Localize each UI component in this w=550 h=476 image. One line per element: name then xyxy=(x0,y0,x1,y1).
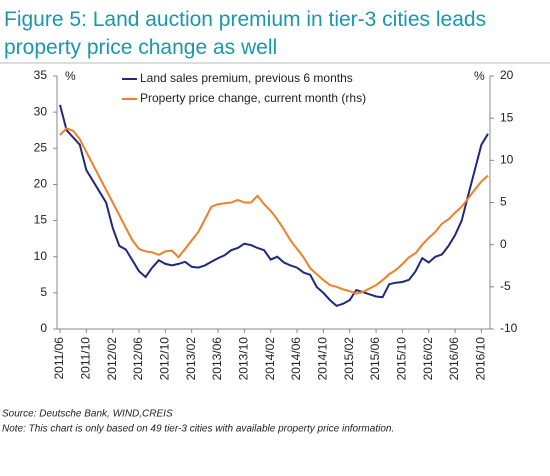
x-tick-label: 2011/06 xyxy=(52,337,66,380)
x-tick-label: 2012/10 xyxy=(158,337,172,381)
y-tick-label: 5 xyxy=(40,285,47,299)
x-tick-label: 2013/02 xyxy=(184,337,198,381)
y-tick-label: 15 xyxy=(34,213,48,227)
note: Note: This chart is only based on 49 tie… xyxy=(2,424,394,435)
y-tick-label: 20 xyxy=(34,177,48,191)
x-tick-label: 2011/10 xyxy=(79,337,93,380)
y2-tick-label: 0 xyxy=(500,237,507,251)
x-tick-label: 2016/02 xyxy=(421,337,435,381)
source: Source: Deutsche Bank, WIND,CREIS xyxy=(2,409,173,420)
series-line xyxy=(59,127,489,295)
series-line xyxy=(59,104,489,308)
y2-tick-label: 10 xyxy=(500,153,514,167)
y2-unit: % xyxy=(474,69,485,83)
x-tick-label: 2014/06 xyxy=(289,337,303,381)
chart-title: property price change as well xyxy=(4,36,277,59)
x-tick-label: 2015/06 xyxy=(368,337,382,381)
x-tick-label: 2016/06 xyxy=(447,337,461,381)
x-tick-label: 2014/02 xyxy=(263,337,277,381)
x-tick-label: 2012/02 xyxy=(105,337,119,381)
x-tick-label: 2016/10 xyxy=(474,337,488,381)
x-tick-label: 2013/10 xyxy=(237,337,251,381)
legend-label: Land sales premium, previous 6 months xyxy=(140,71,353,85)
y-tick-label: 25 xyxy=(34,140,48,154)
x-tick-label: 2015/10 xyxy=(395,337,409,381)
chart-title: Figure 5: Land auction premium in tier-3… xyxy=(4,8,486,31)
x-tick-label: 2014/10 xyxy=(316,337,330,381)
y-tick-label: 10 xyxy=(34,249,48,263)
y2-tick-label: 20 xyxy=(500,68,514,82)
x-tick-label: 2012/06 xyxy=(131,337,145,381)
y-tick-label: 35 xyxy=(34,68,48,82)
y-tick-label: 0 xyxy=(40,321,47,335)
x-tick-label: 2013/06 xyxy=(210,337,224,381)
x-tick-label: 2015/02 xyxy=(342,337,356,381)
y-unit: % xyxy=(65,69,76,83)
y2-tick-label: 15 xyxy=(500,110,514,124)
y2-tick-label: 5 xyxy=(500,195,507,209)
y2-tick-label: -10 xyxy=(500,321,518,335)
legend-label: Property price change, current month (rh… xyxy=(140,91,366,105)
y2-tick-label: -5 xyxy=(500,279,511,293)
y-tick-label: 30 xyxy=(34,104,48,118)
